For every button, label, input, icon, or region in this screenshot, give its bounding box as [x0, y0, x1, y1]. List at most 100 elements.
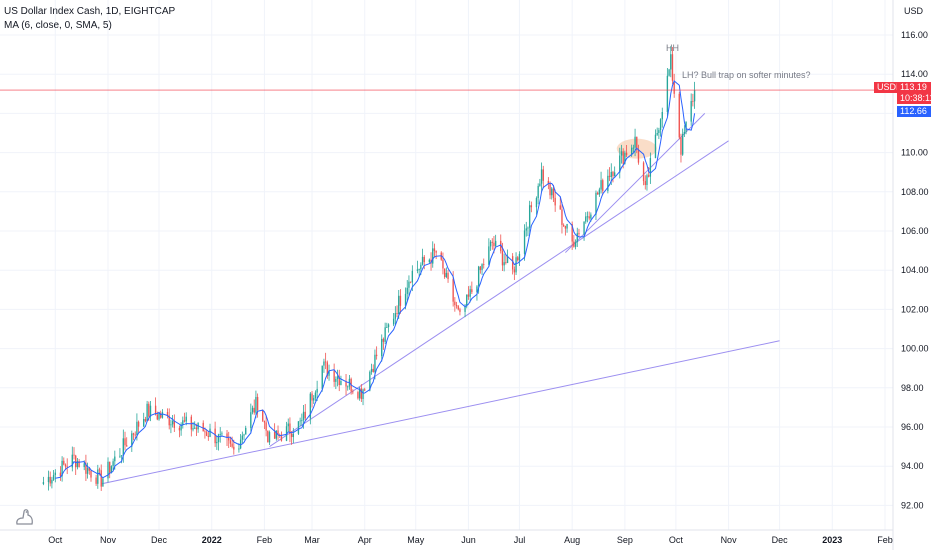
candle-body	[102, 478, 104, 487]
candle-body	[98, 469, 101, 471]
candle-body	[642, 162, 645, 182]
candle-body	[457, 306, 459, 310]
y-tick-label: 96.00	[901, 422, 924, 432]
candle-body	[607, 175, 609, 191]
candle-body	[277, 430, 279, 435]
candle-body	[71, 454, 73, 468]
candle-body	[559, 205, 561, 210]
candle-body	[204, 431, 206, 433]
candle-body	[321, 365, 323, 389]
candle-body	[256, 396, 259, 411]
candle-body	[585, 216, 587, 222]
y-tick-label: 114.00	[901, 69, 928, 79]
candle-body	[109, 461, 111, 473]
candle-body	[420, 264, 422, 270]
candle-body	[656, 132, 658, 135]
candle-body	[97, 469, 99, 484]
candle-body	[681, 133, 684, 155]
candle-body	[683, 131, 686, 134]
candle-body	[335, 378, 337, 382]
candle-body	[666, 75, 669, 113]
candle-body	[455, 304, 458, 307]
x-tick-label: Mar	[304, 535, 320, 545]
candle-body	[469, 289, 471, 297]
candle-body	[678, 93, 680, 138]
candle-body	[154, 405, 157, 415]
candle-body	[168, 415, 170, 426]
candle-body	[182, 420, 184, 425]
candle-body	[671, 54, 674, 81]
trendline	[565, 113, 706, 253]
y-tick-label: 98.00	[901, 383, 924, 393]
candle-body	[326, 362, 329, 376]
tradingview-logo	[14, 506, 36, 526]
candle-body	[110, 466, 113, 473]
candle-body	[574, 242, 577, 247]
candle-body	[406, 287, 408, 294]
candle-body	[63, 460, 65, 465]
candle-body	[54, 472, 56, 476]
candle-body	[658, 130, 660, 133]
candle-body	[369, 371, 371, 391]
candle-body	[382, 338, 385, 342]
candle-body	[598, 189, 601, 195]
candle-body	[552, 188, 555, 198]
candle-body	[551, 188, 553, 196]
candle-body	[372, 368, 374, 373]
candle-body	[253, 407, 255, 413]
candle-body	[513, 269, 516, 273]
candle-body	[442, 259, 444, 269]
candle-body	[161, 411, 164, 418]
candle-body	[527, 227, 529, 229]
candle-body	[323, 361, 325, 366]
candle-body	[85, 463, 87, 474]
candle-body	[619, 155, 621, 173]
candle-body	[64, 464, 67, 467]
candle-body	[170, 424, 172, 426]
candle-body	[625, 152, 628, 156]
candle-body	[578, 233, 580, 235]
candle-body	[384, 327, 386, 342]
candle-body	[445, 272, 448, 278]
y-tick-label: 116.00	[901, 30, 928, 40]
candle-body	[83, 463, 85, 468]
candle-body	[275, 430, 278, 439]
candle-body	[566, 224, 568, 229]
candle-body	[435, 251, 437, 253]
candle-body	[537, 185, 539, 199]
candle-body	[160, 413, 162, 418]
ma-line	[55, 80, 696, 479]
candle-body	[316, 388, 318, 393]
candle-body	[646, 175, 648, 185]
candle-body	[268, 432, 271, 443]
candle-body	[364, 389, 366, 391]
candle-body	[192, 428, 194, 430]
candle-body	[267, 430, 269, 443]
candle-body	[637, 149, 640, 163]
candle-body	[659, 119, 662, 131]
candle-body	[131, 433, 133, 447]
candle-body	[263, 420, 266, 423]
candle-body	[313, 398, 315, 401]
candle-body	[183, 420, 186, 422]
candle-body	[239, 439, 242, 449]
candle-body	[304, 411, 306, 419]
candle-body	[324, 361, 327, 363]
x-tick-label: 2022	[202, 535, 222, 545]
x-tick-label: Sep	[617, 535, 633, 545]
candle-body	[661, 112, 663, 120]
candle-body	[166, 411, 169, 416]
candle-body	[302, 411, 305, 421]
indicator-label: MA (6, close, 0, SMA, 5)	[4, 20, 112, 31]
candle-body	[590, 214, 592, 219]
x-tick-label: Jul	[514, 535, 526, 545]
candle-body	[387, 324, 390, 328]
candle-body	[143, 419, 145, 427]
candle-body	[250, 412, 252, 428]
candle-body	[542, 169, 544, 181]
candle-body	[290, 433, 293, 438]
symbol-tag: USDIX	[874, 82, 905, 93]
candle-body	[333, 370, 335, 382]
candle-body	[488, 246, 490, 265]
